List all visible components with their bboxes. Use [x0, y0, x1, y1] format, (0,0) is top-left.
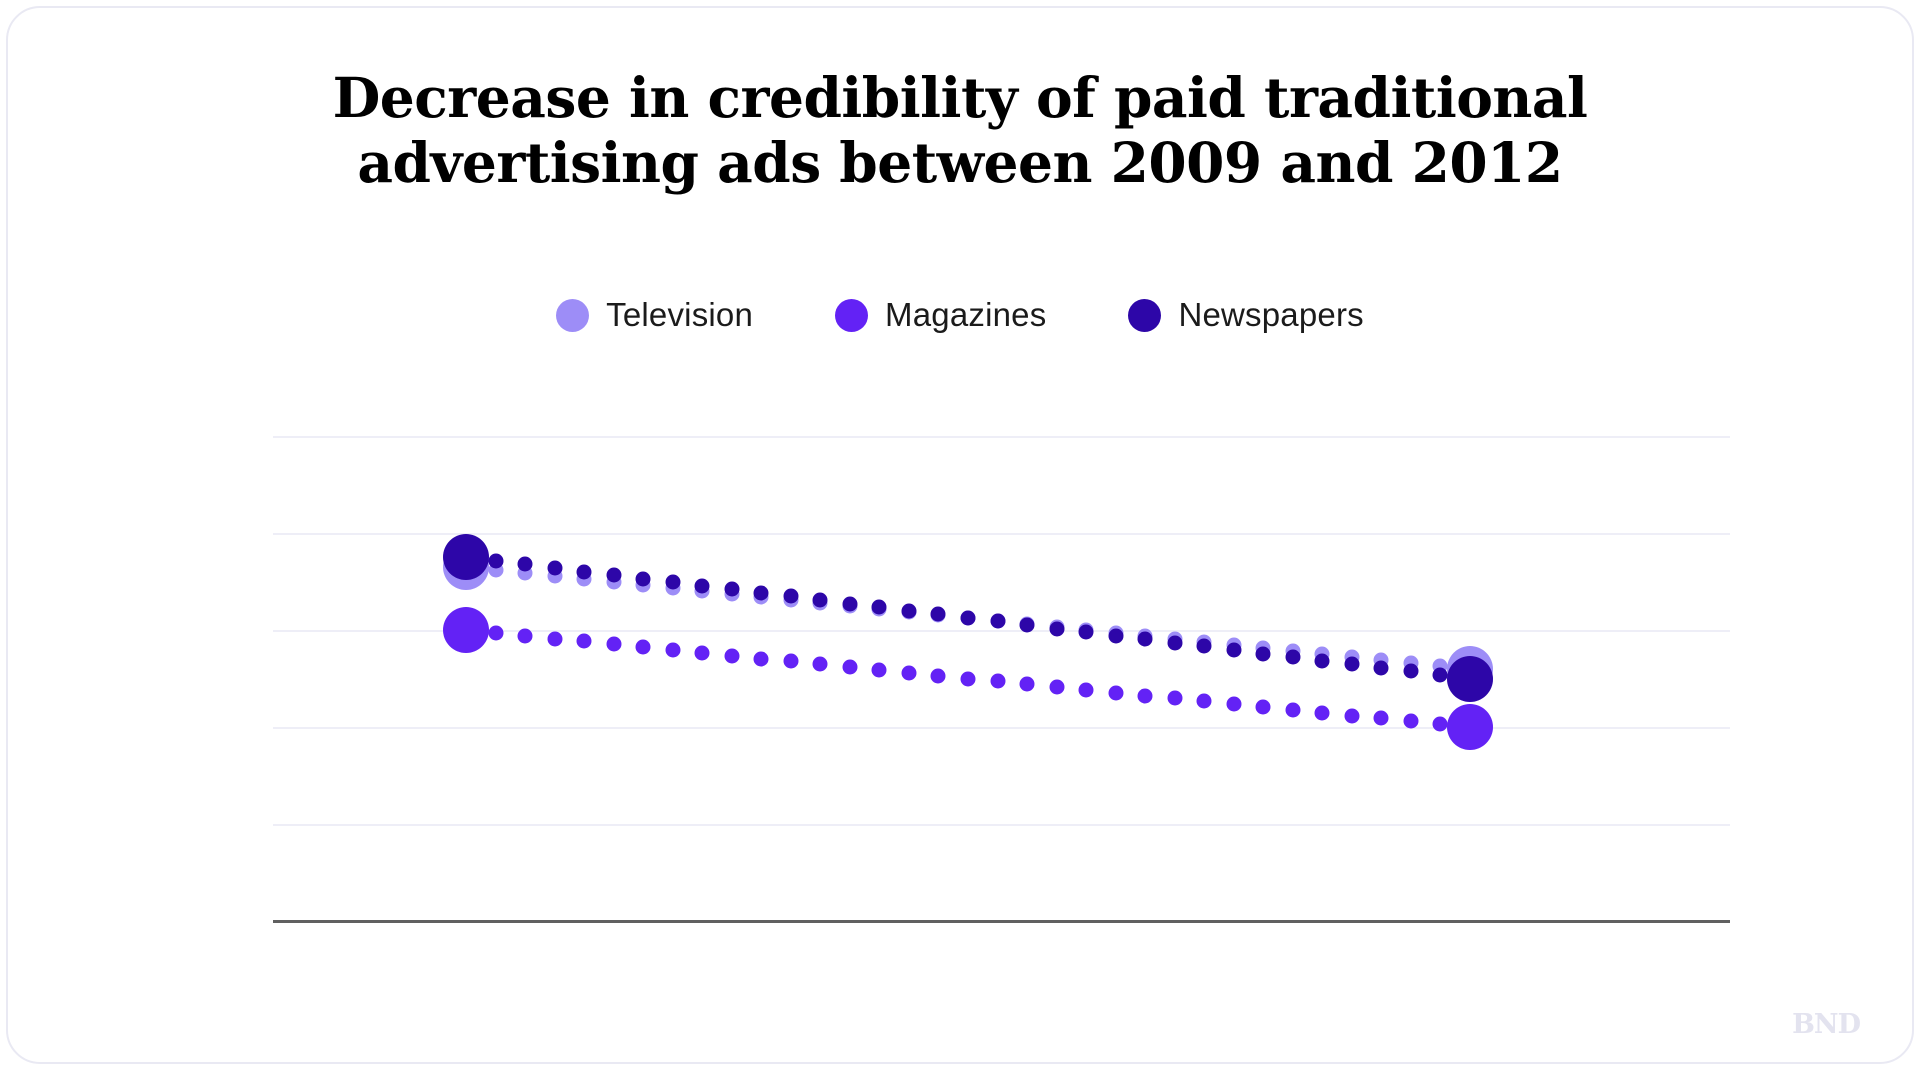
circle-marker: [835, 298, 869, 332]
line-dot: [1403, 663, 1419, 679]
line-dot: [694, 645, 710, 661]
line-dot: [1344, 708, 1360, 724]
page-title: Decrease in credibility of paid traditio…: [8, 65, 1912, 196]
line-dot: [488, 553, 504, 569]
line-dot: [930, 606, 946, 622]
line-dot: [1019, 617, 1035, 633]
line-dot: [694, 578, 710, 594]
line-dot: [1226, 696, 1242, 712]
line-dot: [871, 599, 887, 615]
line-dot: [960, 671, 976, 686]
line-dot: [990, 613, 1006, 629]
line-dot: [1432, 716, 1448, 732]
line-dot: [1167, 635, 1183, 651]
watermark-logo: BND: [1792, 1009, 1861, 1040]
gridline-100: [273, 436, 1730, 438]
line-dot: [1049, 679, 1065, 695]
title-line-2: advertising ads between 2009 and 2012: [357, 129, 1563, 195]
line-dot: [1137, 631, 1153, 647]
legend-item-television[interactable]: Television: [556, 296, 753, 334]
line-dot: [842, 596, 858, 612]
line-dot: [1314, 705, 1330, 721]
line-dot: [576, 564, 592, 579]
line-dot: [665, 642, 681, 658]
line-dot: [871, 662, 887, 678]
line-dot: [1314, 653, 1330, 669]
line-dot: [901, 603, 917, 619]
line-dot: [724, 581, 740, 597]
line-dot: [1373, 710, 1389, 726]
line-dot: [1108, 685, 1124, 701]
line-dot: [1403, 713, 1419, 729]
line-dot: [1196, 638, 1212, 654]
gridline-40: [273, 727, 1730, 729]
legend-item-label: Newspapers: [1178, 296, 1364, 333]
line-dot: [812, 656, 828, 672]
line-dot: [576, 633, 592, 649]
line-dot: [1167, 690, 1183, 706]
line-dot: [665, 574, 681, 590]
legend-item-label: Magazines: [885, 296, 1047, 333]
line-dot: [1285, 649, 1301, 665]
line-dot: [517, 628, 533, 644]
line-dot: [990, 673, 1006, 689]
legend-item-magazines[interactable]: Magazines: [835, 296, 1046, 334]
line-dot: [547, 560, 563, 576]
line-dot: [547, 631, 563, 647]
gridline-60: [273, 630, 1730, 632]
chart-legend: Television Magazines Newspapers: [8, 296, 1912, 334]
line-dot: [812, 592, 828, 608]
gridline-20: [273, 824, 1730, 826]
line-dot: [930, 668, 946, 684]
data-point-marker[interactable]: [443, 607, 489, 653]
line-dot: [606, 636, 622, 652]
line-dot: [1137, 688, 1153, 704]
line-dot: [1108, 628, 1124, 644]
title-line-1: Decrease in credibility of paid traditio…: [332, 65, 1588, 130]
circle-marker: [1128, 298, 1162, 332]
line-dot: [1049, 621, 1065, 637]
line-dot: [901, 665, 917, 681]
data-point-marker[interactable]: [1447, 655, 1493, 702]
line-dot: [1344, 656, 1360, 672]
line-dot: [783, 653, 799, 669]
line-dot: [753, 585, 769, 601]
legend-item-label: Television: [606, 296, 754, 333]
line-dot: [635, 571, 651, 587]
line-dot: [753, 651, 769, 667]
line-dot: [488, 625, 504, 641]
line-dot: [1226, 642, 1242, 658]
gridline-80: [273, 533, 1730, 535]
x-axis-line: [273, 920, 1730, 923]
line-dot: [1255, 699, 1271, 715]
line-dot: [1078, 624, 1094, 640]
line-dot: [960, 610, 976, 626]
line-dot: [1196, 693, 1212, 709]
line-dot: [635, 639, 651, 655]
line-dot: [1285, 702, 1301, 718]
chart-card: Decrease in credibility of paid traditio…: [6, 6, 1914, 1064]
line-dot: [1078, 682, 1094, 698]
plot-area: 02040608010020092012: [273, 436, 1730, 923]
data-point-marker[interactable]: [443, 534, 489, 581]
line-dot: [517, 556, 533, 572]
line-dot: [606, 567, 622, 583]
circle-marker: [556, 298, 590, 332]
data-point-marker[interactable]: [1447, 704, 1493, 750]
line-dot: [1255, 646, 1271, 662]
line-dot: [842, 659, 858, 675]
legend-item-newspapers[interactable]: Newspapers: [1128, 296, 1364, 334]
line-dot: [1019, 676, 1035, 692]
line-dot: [783, 588, 799, 604]
line-dot: [724, 648, 740, 664]
line-dot: [1373, 660, 1389, 676]
line-dot: [1432, 667, 1448, 683]
